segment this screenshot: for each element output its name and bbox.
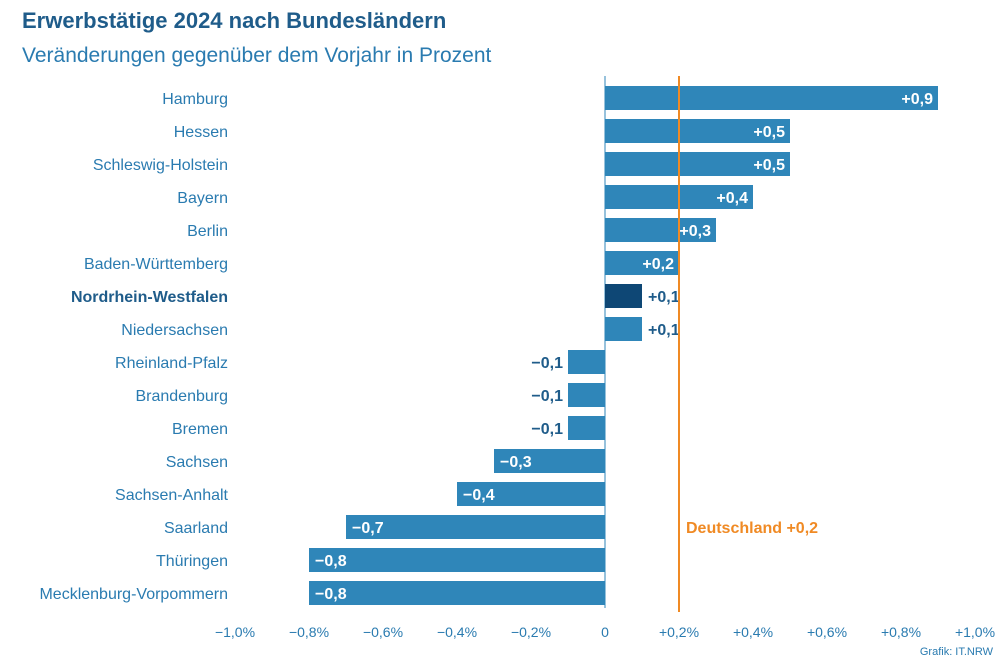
value-label: −0,7 bbox=[352, 520, 384, 537]
category-label: Nordrhein-Westfalen bbox=[71, 289, 228, 306]
reference-line-label: Deutschland +0,2 bbox=[686, 520, 818, 537]
value-label: −0,8 bbox=[315, 586, 347, 603]
value-label: −0,4 bbox=[463, 487, 495, 504]
value-label: +0,1 bbox=[648, 322, 680, 339]
x-tick-label: +0,4% bbox=[733, 624, 773, 640]
category-label: Mecklenburg-Vorpommern bbox=[39, 586, 228, 603]
category-label: Hessen bbox=[174, 124, 228, 141]
x-tick-label: −0,6% bbox=[363, 624, 403, 640]
bar bbox=[494, 449, 605, 473]
category-label: Baden-Württemberg bbox=[84, 256, 228, 273]
category-label: Bayern bbox=[177, 190, 228, 207]
category-label: Saarland bbox=[164, 520, 228, 537]
x-tick-label: −0,2% bbox=[511, 624, 551, 640]
bar bbox=[309, 581, 605, 605]
value-label: +0,4 bbox=[716, 190, 748, 207]
value-label: −0,1 bbox=[531, 421, 563, 438]
bar bbox=[605, 317, 642, 341]
value-label: −0,1 bbox=[531, 355, 563, 372]
value-label: +0,2 bbox=[642, 256, 674, 273]
bar bbox=[605, 119, 790, 143]
bar bbox=[568, 383, 605, 407]
category-label: Rheinland-Pfalz bbox=[115, 355, 228, 372]
bar bbox=[457, 482, 605, 506]
value-label: +0,5 bbox=[753, 157, 785, 174]
bar bbox=[568, 350, 605, 374]
category-label: Sachsen-Anhalt bbox=[115, 487, 229, 504]
value-label: +0,9 bbox=[901, 91, 933, 108]
x-tick-label: −1,0% bbox=[215, 624, 255, 640]
x-tick-label: 0 bbox=[601, 624, 609, 640]
bar bbox=[346, 515, 605, 539]
bar bbox=[605, 86, 938, 110]
x-tick-label: +1,0% bbox=[955, 624, 995, 640]
value-label: +0,1 bbox=[648, 289, 680, 306]
chart-credit: Grafik: IT.NRW bbox=[919, 646, 993, 658]
value-label: −0,3 bbox=[500, 454, 532, 471]
bar bbox=[605, 218, 716, 242]
category-label: Bremen bbox=[172, 421, 228, 438]
category-label: Brandenburg bbox=[135, 388, 228, 405]
category-label: Sachsen bbox=[166, 454, 228, 471]
chart-title: Erwerbstätige 2024 nach Bundesländern bbox=[22, 8, 447, 33]
bar bbox=[605, 284, 642, 308]
value-label: +0,3 bbox=[679, 223, 711, 240]
x-tick-label: +0,6% bbox=[807, 624, 847, 640]
category-label: Thüringen bbox=[156, 553, 228, 570]
value-label: −0,1 bbox=[531, 388, 563, 405]
category-label: Berlin bbox=[187, 223, 228, 240]
category-label: Niedersachsen bbox=[121, 322, 228, 339]
category-label: Hamburg bbox=[162, 91, 228, 108]
x-tick-label: −0,8% bbox=[289, 624, 329, 640]
bar bbox=[605, 152, 790, 176]
bar bbox=[309, 548, 605, 572]
x-tick-label: −0,4% bbox=[437, 624, 477, 640]
category-label: Schleswig-Holstein bbox=[93, 157, 228, 174]
value-label: +0,5 bbox=[753, 124, 785, 141]
x-tick-label: +0,2% bbox=[659, 624, 699, 640]
x-tick-label: +0,8% bbox=[881, 624, 921, 640]
value-label: −0,8 bbox=[315, 553, 347, 570]
chart-subtitle: Veränderungen gegenüber dem Vorjahr in P… bbox=[22, 44, 492, 67]
bar bbox=[605, 251, 679, 275]
bar bbox=[568, 416, 605, 440]
